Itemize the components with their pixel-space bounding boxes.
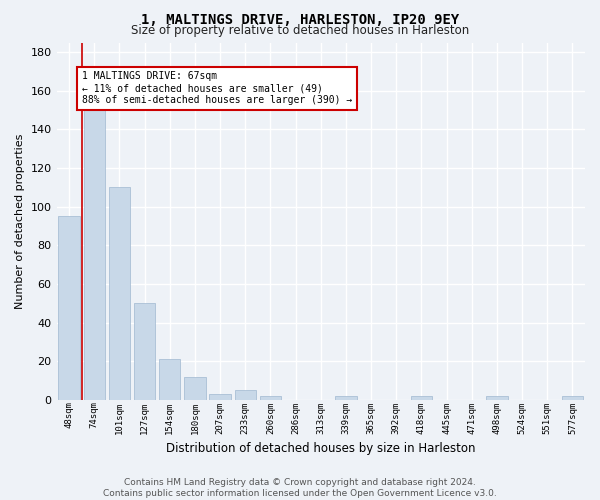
X-axis label: Distribution of detached houses by size in Harleston: Distribution of detached houses by size … <box>166 442 476 455</box>
Bar <box>411 396 432 400</box>
Text: Size of property relative to detached houses in Harleston: Size of property relative to detached ho… <box>131 24 469 37</box>
Bar <box>562 396 583 400</box>
Bar <box>83 110 105 400</box>
Bar <box>184 377 206 400</box>
Bar <box>134 304 155 400</box>
Bar <box>235 390 256 400</box>
Text: Contains HM Land Registry data © Crown copyright and database right 2024.
Contai: Contains HM Land Registry data © Crown c… <box>103 478 497 498</box>
Y-axis label: Number of detached properties: Number of detached properties <box>15 134 25 309</box>
Bar <box>109 188 130 400</box>
Bar <box>486 396 508 400</box>
Bar <box>335 396 356 400</box>
Bar <box>260 396 281 400</box>
Text: 1, MALTINGS DRIVE, HARLESTON, IP20 9EY: 1, MALTINGS DRIVE, HARLESTON, IP20 9EY <box>141 12 459 26</box>
Bar <box>58 216 80 400</box>
Text: 1 MALTINGS DRIVE: 67sqm
← 11% of detached houses are smaller (49)
88% of semi-de: 1 MALTINGS DRIVE: 67sqm ← 11% of detache… <box>82 72 352 104</box>
Bar <box>209 394 231 400</box>
Bar <box>159 360 181 400</box>
